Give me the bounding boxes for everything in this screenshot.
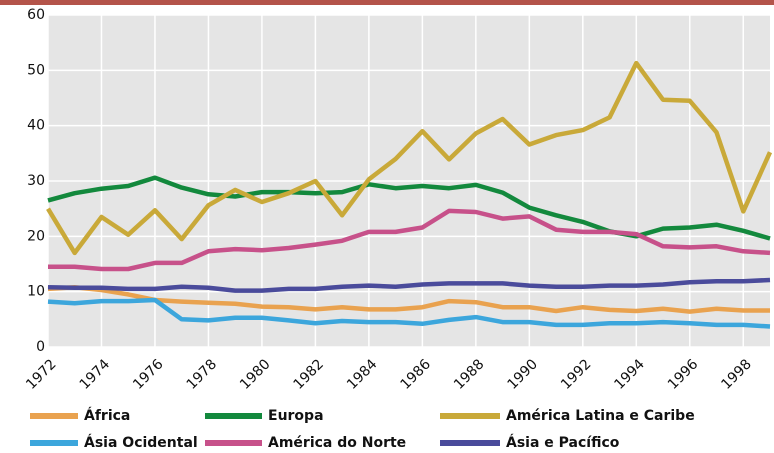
y-tick-label: 10: [27, 284, 45, 300]
x-tick-label: 1988: [451, 356, 488, 393]
x-tick-label: 1984: [344, 356, 381, 393]
legend-label: Europa: [268, 408, 324, 424]
series-line: [47, 297, 771, 329]
x-tick-label: 1972: [23, 356, 60, 393]
x-tick-label: 1986: [398, 356, 435, 393]
y-tick-label: 0: [36, 339, 45, 355]
legend-label: Ásia e Pacífico: [506, 434, 620, 451]
legend-label: América do Norte: [268, 435, 406, 451]
x-tick-label: 1992: [558, 356, 595, 393]
legend-label: América Latina e Caribe: [506, 408, 695, 424]
y-tick-label: 50: [27, 62, 45, 78]
x-tick-label: 1996: [665, 356, 702, 393]
x-tick-label: 1994: [611, 356, 648, 393]
x-tick-label: 1982: [291, 356, 328, 393]
y-tick-label: 60: [27, 7, 45, 23]
x-tick-label: 1990: [504, 356, 541, 393]
x-tick-label: 1998: [718, 356, 755, 393]
x-tick-label: 1980: [237, 356, 274, 393]
series-line: [47, 175, 771, 241]
legend-label: Ásia Ocidental: [84, 434, 198, 451]
legend-label: África: [84, 407, 130, 424]
y-tick-label: 40: [27, 118, 45, 134]
x-tick-label: 1978: [184, 356, 221, 393]
x-tick-label: 1976: [130, 356, 167, 393]
x-tick-label: 1974: [77, 356, 114, 393]
y-tick-label: 20: [27, 228, 45, 244]
header-bar: [0, 0, 774, 5]
y-tick-label: 30: [27, 173, 45, 189]
series-line: [47, 284, 770, 314]
series-line: [46, 60, 773, 256]
series-line: [48, 208, 771, 272]
series-line: [47, 277, 771, 293]
